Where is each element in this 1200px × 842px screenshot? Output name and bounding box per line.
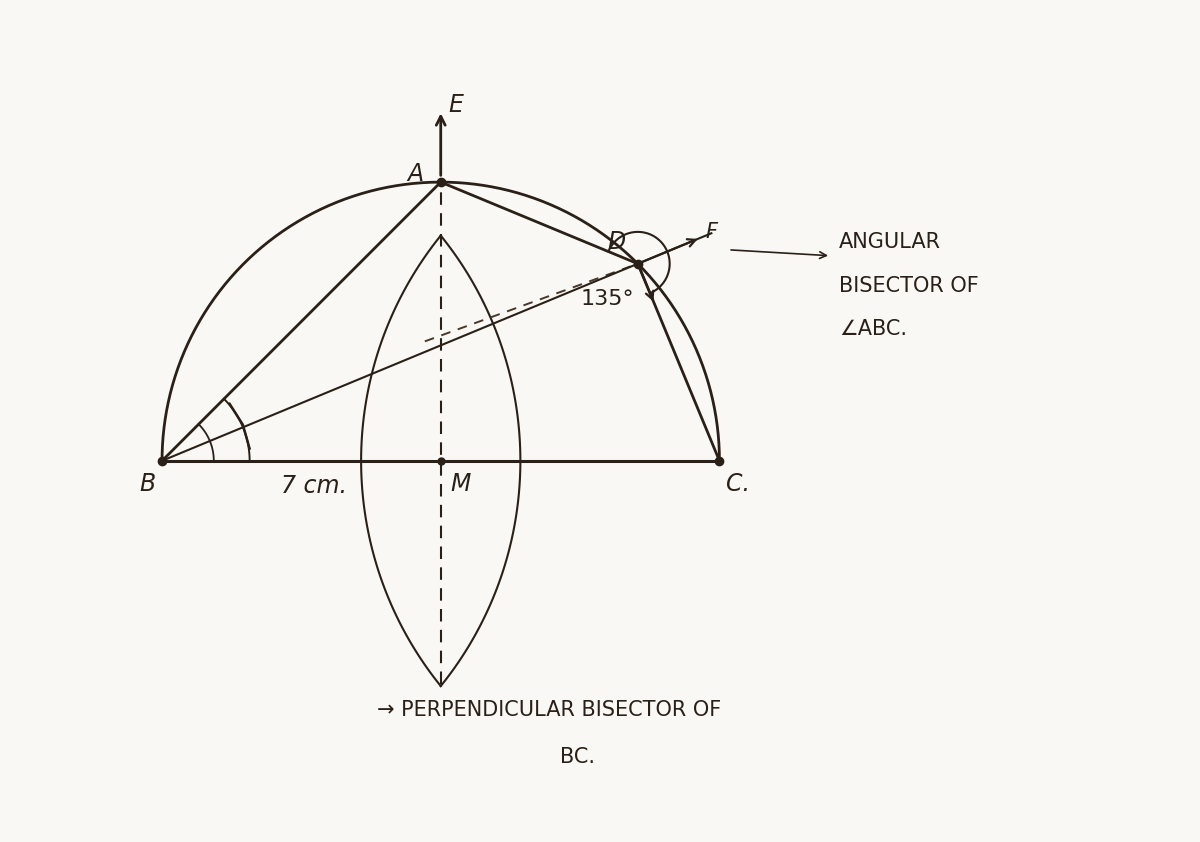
Text: ∠ABC.: ∠ABC. [839,319,907,339]
Text: A: A [407,162,424,185]
Text: C.: C. [726,472,750,496]
Text: M: M [450,472,470,496]
Text: → PERPENDICULAR BISECTOR OF: → PERPENDICULAR BISECTOR OF [377,700,721,720]
Text: 135°: 135° [581,289,634,309]
Text: E: E [448,93,463,117]
Text: ANGULAR: ANGULAR [839,232,941,252]
Text: BC.: BC. [560,748,595,767]
Text: B: B [139,472,156,496]
Text: F: F [706,221,718,242]
Text: 7 cm.: 7 cm. [282,474,348,498]
Text: BISECTOR OF: BISECTOR OF [839,275,979,296]
Text: D: D [607,231,626,254]
